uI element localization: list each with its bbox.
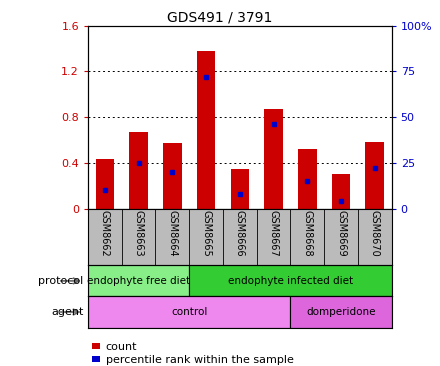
Bar: [264, 109, 283, 209]
Text: GSM8670: GSM8670: [370, 210, 380, 257]
Text: GSM8664: GSM8664: [167, 210, 177, 257]
Text: GSM8667: GSM8667: [268, 210, 279, 257]
Text: domperidone: domperidone: [306, 307, 376, 317]
Bar: [197, 51, 215, 209]
Text: protocol: protocol: [38, 276, 84, 286]
Bar: [298, 149, 316, 209]
Bar: [163, 143, 182, 209]
Bar: [88, 296, 290, 328]
Bar: [366, 142, 384, 209]
Bar: [95, 160, 114, 209]
Text: GSM8669: GSM8669: [336, 210, 346, 257]
Text: GDS491 / 3791: GDS491 / 3791: [167, 11, 273, 25]
Text: GSM8665: GSM8665: [201, 210, 211, 257]
Bar: [189, 265, 392, 296]
Text: GSM8666: GSM8666: [235, 210, 245, 257]
Text: GSM8663: GSM8663: [134, 210, 143, 257]
Bar: [88, 265, 189, 296]
Text: endophyte free diet: endophyte free diet: [87, 276, 190, 286]
Text: endophyte infected diet: endophyte infected diet: [228, 276, 353, 286]
Bar: [231, 169, 249, 209]
Text: percentile rank within the sample: percentile rank within the sample: [106, 355, 293, 365]
Bar: [332, 174, 350, 209]
Text: count: count: [106, 341, 137, 352]
Bar: [290, 296, 392, 328]
Text: agent: agent: [51, 307, 84, 317]
Text: control: control: [171, 307, 207, 317]
Bar: [129, 132, 148, 209]
Text: GSM8668: GSM8668: [302, 210, 312, 257]
Text: GSM8662: GSM8662: [100, 210, 110, 257]
